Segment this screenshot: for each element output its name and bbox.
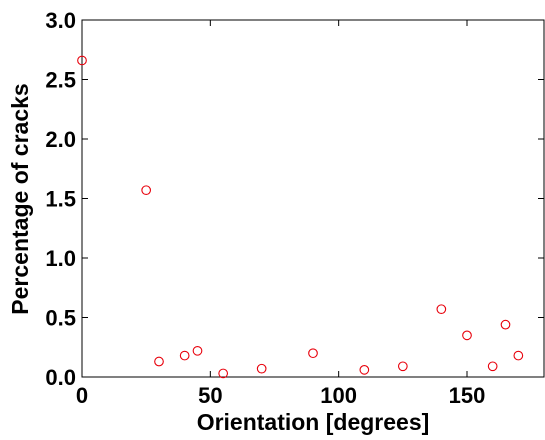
- data-point: [141, 185, 152, 196]
- x-tick-label: 100: [320, 383, 357, 408]
- data-point: [154, 356, 164, 367]
- data-point: [218, 368, 229, 379]
- data-point: [462, 330, 472, 341]
- y-tick-label: 2.0: [45, 127, 76, 152]
- data-point: [179, 350, 190, 361]
- data-points: [77, 55, 524, 379]
- data-point: [359, 365, 370, 375]
- data-point: [513, 350, 524, 361]
- x-axis-label: Orientation [degrees]: [197, 409, 430, 435]
- axis-ticks: [81, 19, 544, 378]
- x-tick-label: 150: [449, 383, 486, 408]
- data-point: [487, 361, 498, 372]
- data-point: [308, 348, 318, 359]
- data-point: [192, 345, 203, 356]
- data-point: [397, 361, 408, 372]
- data-point: [500, 319, 511, 330]
- y-axis-label: Percentage of cracks: [7, 83, 33, 314]
- data-point: [436, 304, 447, 315]
- data-point: [256, 363, 267, 374]
- y-tick-label: 3.0: [45, 8, 76, 33]
- data-point: [77, 55, 87, 66]
- y-tick-label: 0.0: [45, 365, 76, 390]
- y-tick-label: 1.5: [45, 187, 76, 212]
- y-tick-label: 1.0: [45, 246, 76, 271]
- plot-frame: [81, 19, 545, 378]
- y-tick-label: 0.5: [45, 306, 76, 331]
- x-tick-label: 50: [198, 383, 222, 408]
- y-tick-label: 2.5: [45, 68, 76, 93]
- axis-tick-labels: 0 50 100 150 0.0 0.5 1.0 1.5 2.0 2.5 3.0: [45, 8, 485, 408]
- x-tick-label: 0: [76, 383, 88, 408]
